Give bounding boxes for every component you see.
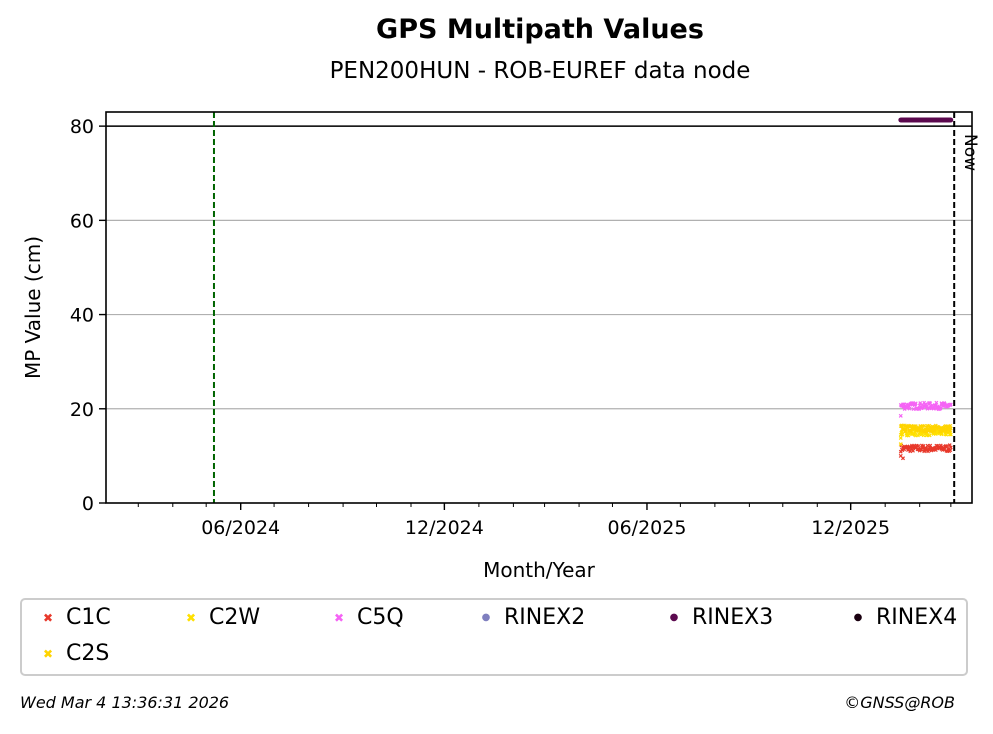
legend-label: C5Q [357,605,404,630]
data-point [911,448,915,453]
legend-item-rinex2: ● RINEX2 [474,605,586,630]
legend-item-c2s: ✖ C2S [36,641,109,666]
outlier-point [898,435,903,441]
legend-item-c2w: ✖ C2W [179,605,260,630]
data-point [948,448,953,453]
outlier-point [898,442,903,447]
data-point [938,405,943,410]
data-point [948,423,953,428]
data-point [900,432,905,437]
x-tick-label: 12/2025 [811,517,890,539]
legend-marker-icon: ● [481,611,491,623]
data-point [945,444,949,449]
chart-legend: ✖ C1C ✖ C2W ✖ C5Q ● RINEX2 ● RINEX3 ● RINEX4 ✖ C2S [20,598,968,676]
data-point [948,402,953,407]
legend-label: RINEX4 [876,605,958,630]
legend-item-c1c: ✖ C1C [36,605,111,630]
data-point [907,406,912,411]
y-tick-label: 20 [70,399,94,421]
legend-label: RINEX3 [692,605,774,630]
legend-label: RINEX2 [504,605,586,630]
data-point [908,449,913,454]
y-tick-label: 0 [82,493,94,515]
series-c5q [898,400,953,418]
now-label: Now [960,134,980,171]
legend-marker-icon: ● [853,611,863,623]
y-tick-label: 40 [70,305,94,327]
footer-timestamp: Wed Mar 4 13:36:31 2026 [20,693,230,712]
outlier-point [900,456,906,461]
legend-item-rinex3: ● RINEX3 [662,605,774,630]
x-tick-label: 12/2024 [405,517,484,539]
y-axis-label: MP Value (cm) [21,236,45,379]
data-point [928,443,933,448]
data-point [923,402,928,407]
series-c1c [898,443,953,461]
footer-credit: ©GNSS@ROB [844,693,955,712]
outlier-point [898,413,903,418]
x-tick-label: 06/2025 [608,517,687,539]
data-point [913,401,918,406]
legend-marker-icon: ● [669,611,679,623]
data-point [947,443,952,448]
y-tick-label: 80 [70,116,94,138]
chart-title: GPS Multipath Values [376,14,704,45]
data-point [903,427,908,432]
chart-subtitle: PEN200HUN - ROB-EUREF data node [329,58,751,84]
legend-marker-icon: ✖ [42,610,54,625]
legend-marker-icon: ✖ [333,610,345,625]
data-point [934,400,939,405]
data-point [948,432,953,437]
plot-frame [105,111,973,504]
legend-label: C2W [209,605,261,630]
data-point [944,429,949,434]
data-point [922,423,927,428]
multipath-chart: Now 0 20 40 60 80 06/2024 12/2024 06/2025 12/2025… [21,111,980,582]
y-tick-label: 60 [70,210,94,232]
x-tick-label: 06/2024 [201,517,280,539]
legend-label: C2S [66,641,110,666]
data-point [927,433,932,438]
data-point [948,426,953,431]
legend-label: C1C [66,605,111,630]
x-axis-label: Month/Year [483,558,596,582]
data-point [947,429,952,434]
series-rinex3 [898,117,954,123]
data-point [948,445,953,450]
legend-marker-icon: ✖ [185,610,197,625]
data-point [948,117,954,123]
legend-item-rinex4: ● RINEX4 [846,605,958,630]
series-c2s [898,423,953,447]
legend-item-c5q: ✖ C5Q [327,605,404,630]
data-point [908,429,913,434]
legend-marker-icon: ✖ [42,646,54,661]
